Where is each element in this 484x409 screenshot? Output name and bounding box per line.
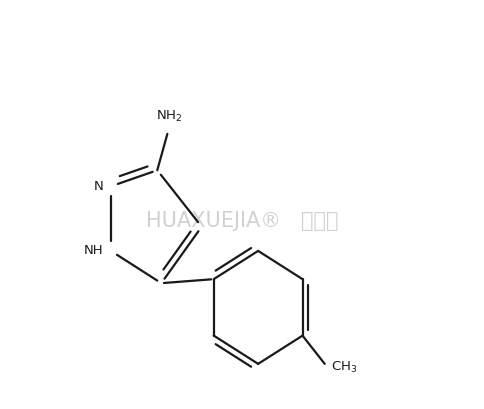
Text: NH$_2$: NH$_2$ <box>156 109 182 124</box>
Text: NH: NH <box>84 245 104 257</box>
Text: HUAXUEJIA®   化学加: HUAXUEJIA® 化学加 <box>146 211 338 231</box>
Text: CH$_3$: CH$_3$ <box>331 360 357 375</box>
Text: N: N <box>94 180 104 193</box>
